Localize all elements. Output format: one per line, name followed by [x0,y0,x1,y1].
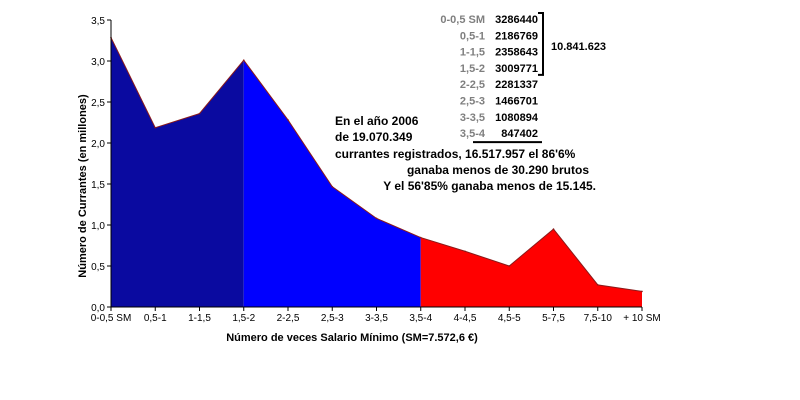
table-value: 3286440 [495,14,538,26]
x-tick-label: 7,5-10 [584,313,613,324]
data-point [419,236,422,239]
y-tick-label: 0,0 [91,303,105,314]
table-value: 1466701 [495,96,538,108]
data-point [464,250,466,253]
annotation-text: En el año 2006 de 19.070.349 currantes reg… [335,114,596,193]
y-tick-label: 3,5 [91,16,105,27]
x-tick-label: 4-4,5 [454,313,477,324]
annotation-line: de 19.070.349 [335,130,413,144]
x-tick-label: 3,5-4 [409,313,432,324]
bracket-line [538,12,544,76]
area-segment-0 [111,37,244,307]
annotation-line: ganaba menos de 30.290 brutos [407,163,589,177]
x-tick-label: 1,5-2 [232,313,255,324]
axes [107,19,643,311]
data-point [641,290,643,293]
x-tick-label: 0-0,5 SM [91,313,132,324]
table-value: 2186769 [495,30,538,42]
data-point [287,119,289,121]
x-tick-label: + 10 SM [623,313,661,324]
data-point [154,126,157,129]
data-point [596,284,599,286]
annotation-line: Y el 56'85% ganaba menos de 15.145. [383,179,596,193]
data-point [375,217,378,220]
data-point [508,265,511,267]
x-tick-labels: 0-0,5 SM 0,5-1 1-1,5 1,5-2 2-2,5 2,5-3 3-3,5 3,… [91,313,661,324]
data-point [331,185,334,188]
x-tick-label: 2-2,5 [277,313,300,324]
table-range: 3-3,5 [460,112,485,124]
table-value: 847402 [501,128,538,140]
table-value: 2358643 [495,47,538,59]
table-range: 1-1,5 [460,47,485,59]
area-segments [111,37,642,308]
x-tick-label: 0,5-1 [144,313,167,324]
table-range: 2,5-3 [460,96,485,108]
x-tick-label: 4,5-5 [498,313,521,324]
annotation-line: currantes registrados, 16.517.957 el 86'… [335,147,576,161]
table-range: 2-2,5 [460,79,485,91]
y-tick-label: 3,0 [91,57,105,68]
x-tick-label: 5-7,5 [542,313,565,324]
x-tick-label: 1-1,5 [188,313,211,324]
data-point [198,112,201,115]
table-range: 3,5-4 [460,128,486,140]
x-tick-label: 3-3,5 [365,313,388,324]
area-segment-1 [243,60,421,308]
bracket-total-label: 10.841.623 [551,41,606,53]
x-tick-label: 2,5-3 [321,313,344,324]
total-bracket [538,12,544,76]
annotation-line: En el año 2006 [335,114,419,128]
y-tick-label: 2,0 [91,139,105,150]
y-tick-label: 2,5 [91,98,105,109]
table-value: 3009771 [495,63,538,75]
table-value: 1080894 [495,112,539,124]
x-axis-label: Número de veces Salario Mínimo (SM=7.572… [226,332,478,344]
y-tick-label: 0,5 [91,262,105,273]
y-tick-labels: 0,0 0,5 1,0 1,5 2,0 2,5 3,0 3,5 [91,16,105,314]
data-point [242,59,245,61]
table-range: 0,5-1 [460,30,485,42]
data-table: 0-0,5 SM 3286440 0,5-1 2186769 1-1,5 2358643 1… [440,14,542,144]
y-axis-label: Número de Currantes (en millones) [77,94,89,278]
table-value: 2281337 [495,79,538,91]
y-tick-label: 1,5 [91,180,105,191]
table-range: 0-0,5 SM [440,14,485,26]
y-tick-label: 1,0 [91,221,105,232]
data-point [552,228,555,230]
area-segment-2 [420,229,642,307]
table-range: 1,5-2 [460,63,485,75]
